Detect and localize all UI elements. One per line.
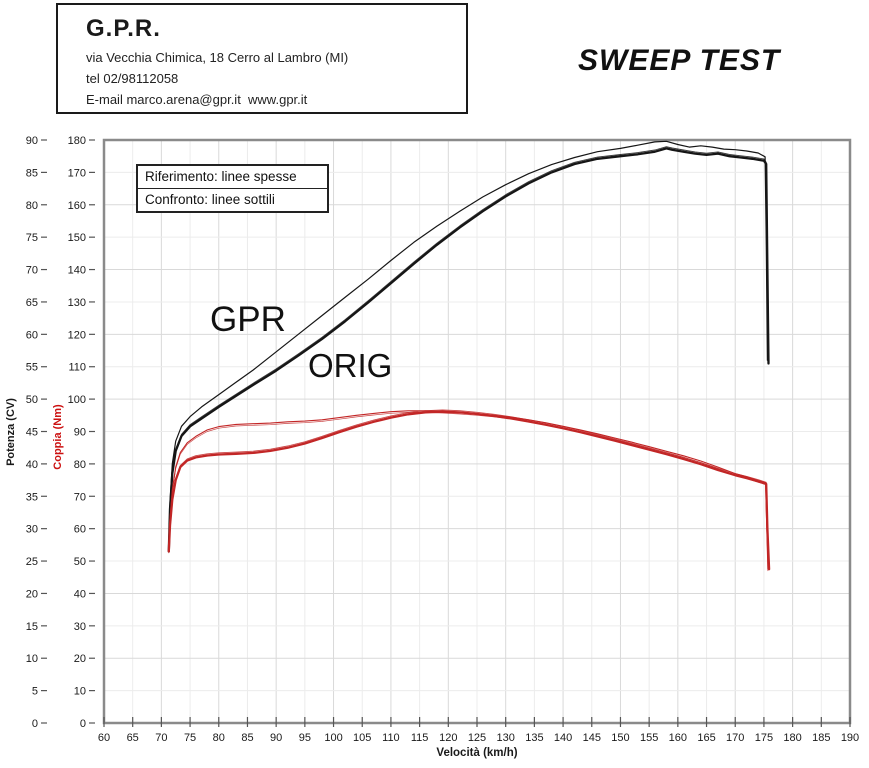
x-axis-title: Velocità (km/h) <box>436 747 517 759</box>
page-title: SWEEP TEST <box>578 44 781 77</box>
x-tick-label: 120 <box>439 732 457 744</box>
x-tick-label: 125 <box>468 732 486 744</box>
power-tick-label: 30 <box>26 524 38 536</box>
torque-tick-label: 20 <box>74 653 86 665</box>
y-axis-title-torque: Coppia (Nm) <box>52 404 64 470</box>
power-tick-label: 0 <box>32 718 38 730</box>
torque-tick-label: 140 <box>68 265 86 277</box>
x-tick-label: 110 <box>382 732 400 744</box>
x-tick-label: 170 <box>726 732 744 744</box>
power-tick-label: 25 <box>26 556 38 568</box>
x-tick-label: 185 <box>812 732 830 744</box>
power-tick-label: 15 <box>26 621 38 633</box>
annotation-orig-curve: ORIG <box>308 347 393 384</box>
x-tick-label: 95 <box>299 732 311 744</box>
x-tick-label: 150 <box>611 732 629 744</box>
torque-tick-label: 50 <box>74 556 86 568</box>
x-tick-label: 160 <box>669 732 687 744</box>
power-tick-label: 5 <box>32 686 38 698</box>
company-email: E-mail marco.arena@gpr.it www.gpr.it <box>86 92 308 107</box>
torque-tick-label: 10 <box>74 686 86 698</box>
series-power_orig <box>167 147 770 553</box>
x-tick-label: 190 <box>841 732 859 744</box>
power-tick-label: 70 <box>26 265 38 277</box>
legend-comparison-row: Confronto: linee sottili <box>138 188 327 211</box>
x-tick-label: 100 <box>324 732 342 744</box>
power-tick-label: 90 <box>26 135 38 147</box>
torque-tick-label: 110 <box>68 362 86 374</box>
x-tick-label: 180 <box>783 732 801 744</box>
company-address: via Vecchia Chimica, 18 Cerro al Lambro … <box>86 50 349 65</box>
torque-tick-label: 60 <box>74 524 86 536</box>
x-tick-label: 140 <box>554 732 572 744</box>
torque-tick-label: 180 <box>68 135 86 147</box>
torque-tick-label: 30 <box>74 621 86 633</box>
x-tick-label: 155 <box>640 732 658 744</box>
power-tick-label: 20 <box>26 588 38 600</box>
power-tick-label: 35 <box>26 491 38 503</box>
x-tick-label: 70 <box>155 732 167 744</box>
torque-tick-label: 40 <box>74 588 86 600</box>
power-tick-label: 85 <box>26 167 38 179</box>
torque-tick-label: 120 <box>68 329 86 341</box>
series-torque_orig <box>168 409 770 568</box>
power-tick-label: 45 <box>26 427 38 439</box>
x-tick-label: 145 <box>583 732 601 744</box>
torque-tick-label: 0 <box>80 718 86 730</box>
torque-tick-label: 170 <box>68 167 86 179</box>
x-tick-label: 105 <box>353 732 371 744</box>
x-tick-label: 90 <box>270 732 282 744</box>
series-power_gpr <box>168 140 768 552</box>
x-tick-label: 65 <box>127 732 139 744</box>
power-tick-label: 55 <box>26 362 38 374</box>
torque-tick-label: 100 <box>68 394 86 406</box>
torque-tick-label: 160 <box>68 200 86 212</box>
x-tick-label: 60 <box>98 732 110 744</box>
power-tick-label: 80 <box>26 200 38 212</box>
x-tick-label: 130 <box>497 732 515 744</box>
legend-box: Riferimento: linee spesse Confronto: lin… <box>136 164 329 213</box>
power-tick-label: 50 <box>26 394 38 406</box>
x-tick-label: 115 <box>411 732 429 744</box>
company-phone: tel 02/98112058 <box>86 71 179 86</box>
x-tick-label: 80 <box>213 732 225 744</box>
x-tick-label: 75 <box>184 732 196 744</box>
x-tick-label: 165 <box>697 732 715 744</box>
company-name: G.P.R. <box>86 15 161 42</box>
power-tick-label: 40 <box>26 459 38 471</box>
legend-reference-row: Riferimento: linee spesse <box>145 169 297 184</box>
power-tick-label: 60 <box>26 329 38 341</box>
x-tick-label: 175 <box>755 732 773 744</box>
power-tick-label: 10 <box>26 653 38 665</box>
torque-tick-label: 130 <box>68 297 86 309</box>
torque-tick-label: 70 <box>74 491 86 503</box>
series-torque_orig <box>167 410 771 571</box>
series-power_orig <box>168 146 769 551</box>
x-tick-label: 135 <box>525 732 543 744</box>
torque-tick-label: 80 <box>74 459 86 471</box>
y-axis-title-power: Potenza (CV) <box>5 398 17 466</box>
power-tick-label: 75 <box>26 232 38 244</box>
x-tick-label: 85 <box>241 732 253 744</box>
torque-tick-label: 90 <box>74 427 86 439</box>
company-header-box: G.P.R. via Vecchia Chimica, 18 Cerro al … <box>56 3 468 114</box>
annotation-gpr-curve: GPR <box>210 300 286 339</box>
power-tick-label: 65 <box>26 297 38 309</box>
torque-tick-label: 150 <box>68 232 86 244</box>
